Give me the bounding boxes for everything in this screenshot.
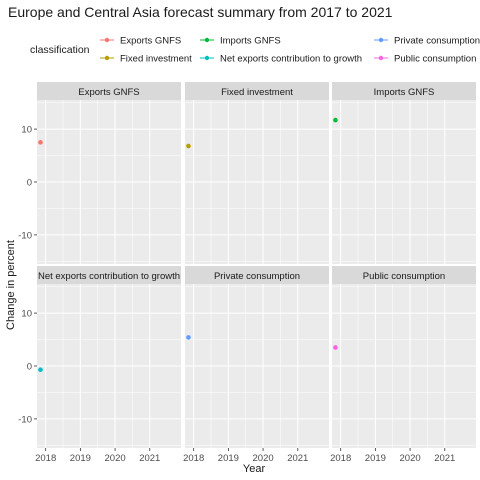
x-tick-label: 2018 [330,453,351,464]
data-point [186,335,191,340]
facet-strip [332,266,476,284]
facet-strip [37,266,181,284]
legend-label: Net exports contribution to growth [220,54,362,65]
x-tick-label: 2020 [105,453,126,464]
y-tick-label: 10 [21,125,32,136]
legend-key-4: Net exports contribution to growth [200,54,362,65]
x-tick-label: 2021 [434,453,455,464]
chart-title: Europe and Central Asia forecast summary… [8,4,393,20]
x-tick-label: 2020 [253,453,274,464]
legend-key-6: Public consumption [374,54,476,65]
legend-label: Imports GNFS [220,36,281,47]
x-tick-label: 2021 [287,453,308,464]
facet-strip [185,82,329,100]
legend-key-2: Fixed investment [100,54,192,65]
data-point [38,367,43,373]
facet-strip-label: Fixed investment [221,87,293,98]
facet-strip-label: Net exports contribution to growth [38,271,180,282]
legend-key-point [378,55,384,61]
legend-title: classification [30,44,90,56]
legend-key-5: Private consumption [374,36,480,47]
legend-label: Fixed investment [120,54,192,65]
data-point [333,117,338,123]
facet-panel-4: Net exports contribution to growth [37,266,181,448]
x-tick-label: 2019 [365,453,386,464]
x-tick-label: 2019 [70,453,91,464]
data-point [186,143,191,149]
facet-panel-6: Public consumption [332,266,476,448]
x-tick-label: 2018 [35,453,56,464]
legend-key-1: Exports GNFS [100,36,181,47]
x-tick-label: 2018 [183,453,204,464]
facet-strip [332,82,476,100]
legend-key-point [378,37,384,43]
facet-strip-label: Private consumption [214,271,300,282]
y-tick-label: 0 [27,178,32,189]
y-axis-title: Change in percent [5,240,17,330]
legend-key-point [204,55,210,61]
x-axis-title: Year [243,463,266,475]
facet-panel-1: Exports GNFS [37,82,181,264]
facet-strip [185,266,329,284]
y-tick-label: 10 [21,309,32,320]
data-point [38,140,43,145]
x-tick-label: 2021 [139,453,160,464]
facet-panel-5: Private consumption [185,266,329,448]
y-tick-label: -10 [18,230,32,241]
facet-strip-label: Exports GNFS [78,87,139,98]
legend: classification Exports GNFS Fixed investm… [30,36,480,65]
legend-label: Private consumption [394,36,480,47]
legend-key-point [104,55,110,61]
legend-key-point [204,37,210,43]
y-axis: -10 0 10 -10 0 10 [18,125,37,425]
facet-strip-label: Imports GNFS [374,87,435,98]
facet-strip [37,82,181,100]
x-tick-label: 2020 [400,453,421,464]
x-tick-label: 2019 [218,453,239,464]
facet-strip-label: Public consumption [363,271,445,282]
legend-label: Public consumption [394,54,476,65]
facet-panel-3: Imports GNFS [332,82,476,264]
y-tick-label: -10 [18,414,32,425]
x-axis: 2018 2019 2020 2021 2018 2019 2020 2021 2018 2019… [35,448,455,464]
legend-label: Exports GNFS [120,36,181,47]
legend-key-3: Imports GNFS [200,36,281,47]
facet-panel-2: Fixed investment [185,82,329,264]
y-tick-label: 0 [27,362,32,373]
legend-key-point [104,37,110,43]
facet-panels: Exports GNFS Fixed investment Imports GNFS… [37,82,476,448]
data-point [333,345,338,350]
